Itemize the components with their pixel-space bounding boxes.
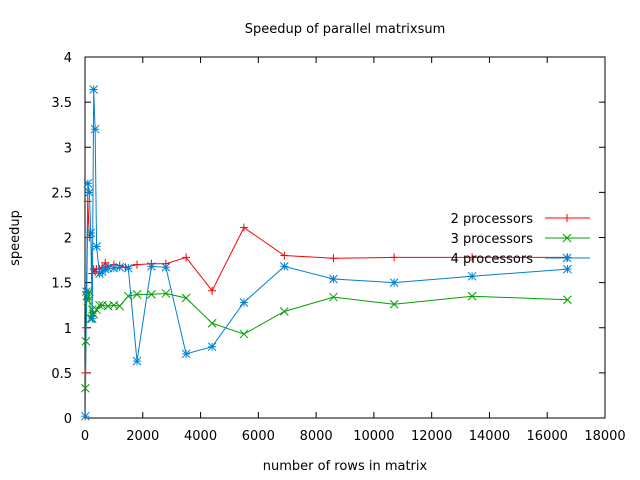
data-point <box>390 253 399 262</box>
x-axis-label: number of rows in matrix <box>263 459 428 474</box>
data-point <box>329 274 338 284</box>
y-tick-label: 1 <box>64 322 72 337</box>
data-point <box>109 263 119 273</box>
y-axis-label: speedup <box>8 210 23 266</box>
data-point <box>239 329 249 339</box>
data-point <box>161 289 171 298</box>
chart-title: Speedup of parallel matrixsum <box>245 22 446 37</box>
series-4-processors <box>80 85 572 421</box>
data-point <box>87 314 97 324</box>
data-point <box>182 253 191 262</box>
data-point <box>389 299 399 309</box>
y-tick-label: 1.5 <box>51 277 72 292</box>
data-point <box>147 290 156 299</box>
series-line <box>84 201 568 373</box>
y-tick-label: 3.5 <box>51 96 72 111</box>
legend-marker <box>562 233 572 243</box>
y-tick-label: 4 <box>64 51 72 66</box>
x-tick-label: 16000 <box>527 429 568 444</box>
data-point <box>161 262 171 272</box>
series-line <box>84 291 568 389</box>
x-tick-label: 0 <box>81 429 89 444</box>
data-point <box>563 295 572 305</box>
data-point <box>92 305 101 315</box>
data-point <box>279 307 289 316</box>
data-point <box>207 318 217 328</box>
data-point <box>329 292 338 302</box>
x-tick-label: 14000 <box>469 429 510 444</box>
y-tick-label: 2.5 <box>51 186 72 201</box>
data-point <box>329 254 338 263</box>
legend-marker <box>562 253 572 263</box>
y-tick-label: 0 <box>64 412 72 427</box>
data-point <box>95 300 104 310</box>
data-point <box>181 349 191 359</box>
data-point <box>90 124 100 134</box>
x-tick-label: 8000 <box>300 429 333 444</box>
data-point <box>84 188 94 197</box>
data-point <box>132 290 142 299</box>
series-3-processors <box>80 287 572 393</box>
data-point <box>89 85 99 94</box>
data-point <box>207 342 217 352</box>
data-point <box>83 296 93 306</box>
data-point <box>92 242 101 251</box>
legend-label: 4 processors <box>451 252 534 267</box>
data-point <box>82 287 91 297</box>
x-tick-label: 10000 <box>353 429 394 444</box>
data-point <box>115 262 125 272</box>
data-point <box>563 264 572 274</box>
data-point <box>181 293 191 303</box>
data-point <box>133 260 141 269</box>
y-tick-label: 3 <box>64 141 72 156</box>
legend-label: 3 processors <box>451 232 534 247</box>
legend-marker <box>563 214 571 222</box>
data-point <box>468 253 477 262</box>
data-point <box>208 286 217 295</box>
data-point <box>86 228 96 238</box>
data-point <box>123 263 133 273</box>
data-point <box>239 298 249 307</box>
data-point <box>115 301 125 311</box>
x-tick-label: 12000 <box>411 429 452 444</box>
x-tick-label: 4000 <box>184 429 217 444</box>
x-tick-label: 18000 <box>584 429 625 444</box>
data-point <box>239 223 248 232</box>
data-point <box>132 356 142 366</box>
x-tick-label: 2000 <box>126 429 159 444</box>
y-tick-label: 2 <box>64 232 72 247</box>
x-axis: 0 2000 4000 6000 8000 10000 12000 14000 16000 180… <box>81 57 626 444</box>
legend-label: 2 processors <box>451 212 534 227</box>
legend: 2 processors 3 processors 4 processors <box>451 212 590 267</box>
data-point <box>279 262 289 271</box>
data-point <box>467 271 477 281</box>
data-point <box>80 411 90 421</box>
data-point <box>467 291 477 301</box>
y-axis: 0 0.5 1 1.5 2 2.5 3 3.5 4 <box>51 51 605 427</box>
data-point <box>389 278 399 287</box>
data-point <box>147 262 156 271</box>
series-layer <box>80 85 572 421</box>
data-point <box>83 178 93 188</box>
y-tick-label: 0.5 <box>51 367 72 382</box>
x-tick-label: 6000 <box>242 429 275 444</box>
data-point <box>280 251 289 260</box>
